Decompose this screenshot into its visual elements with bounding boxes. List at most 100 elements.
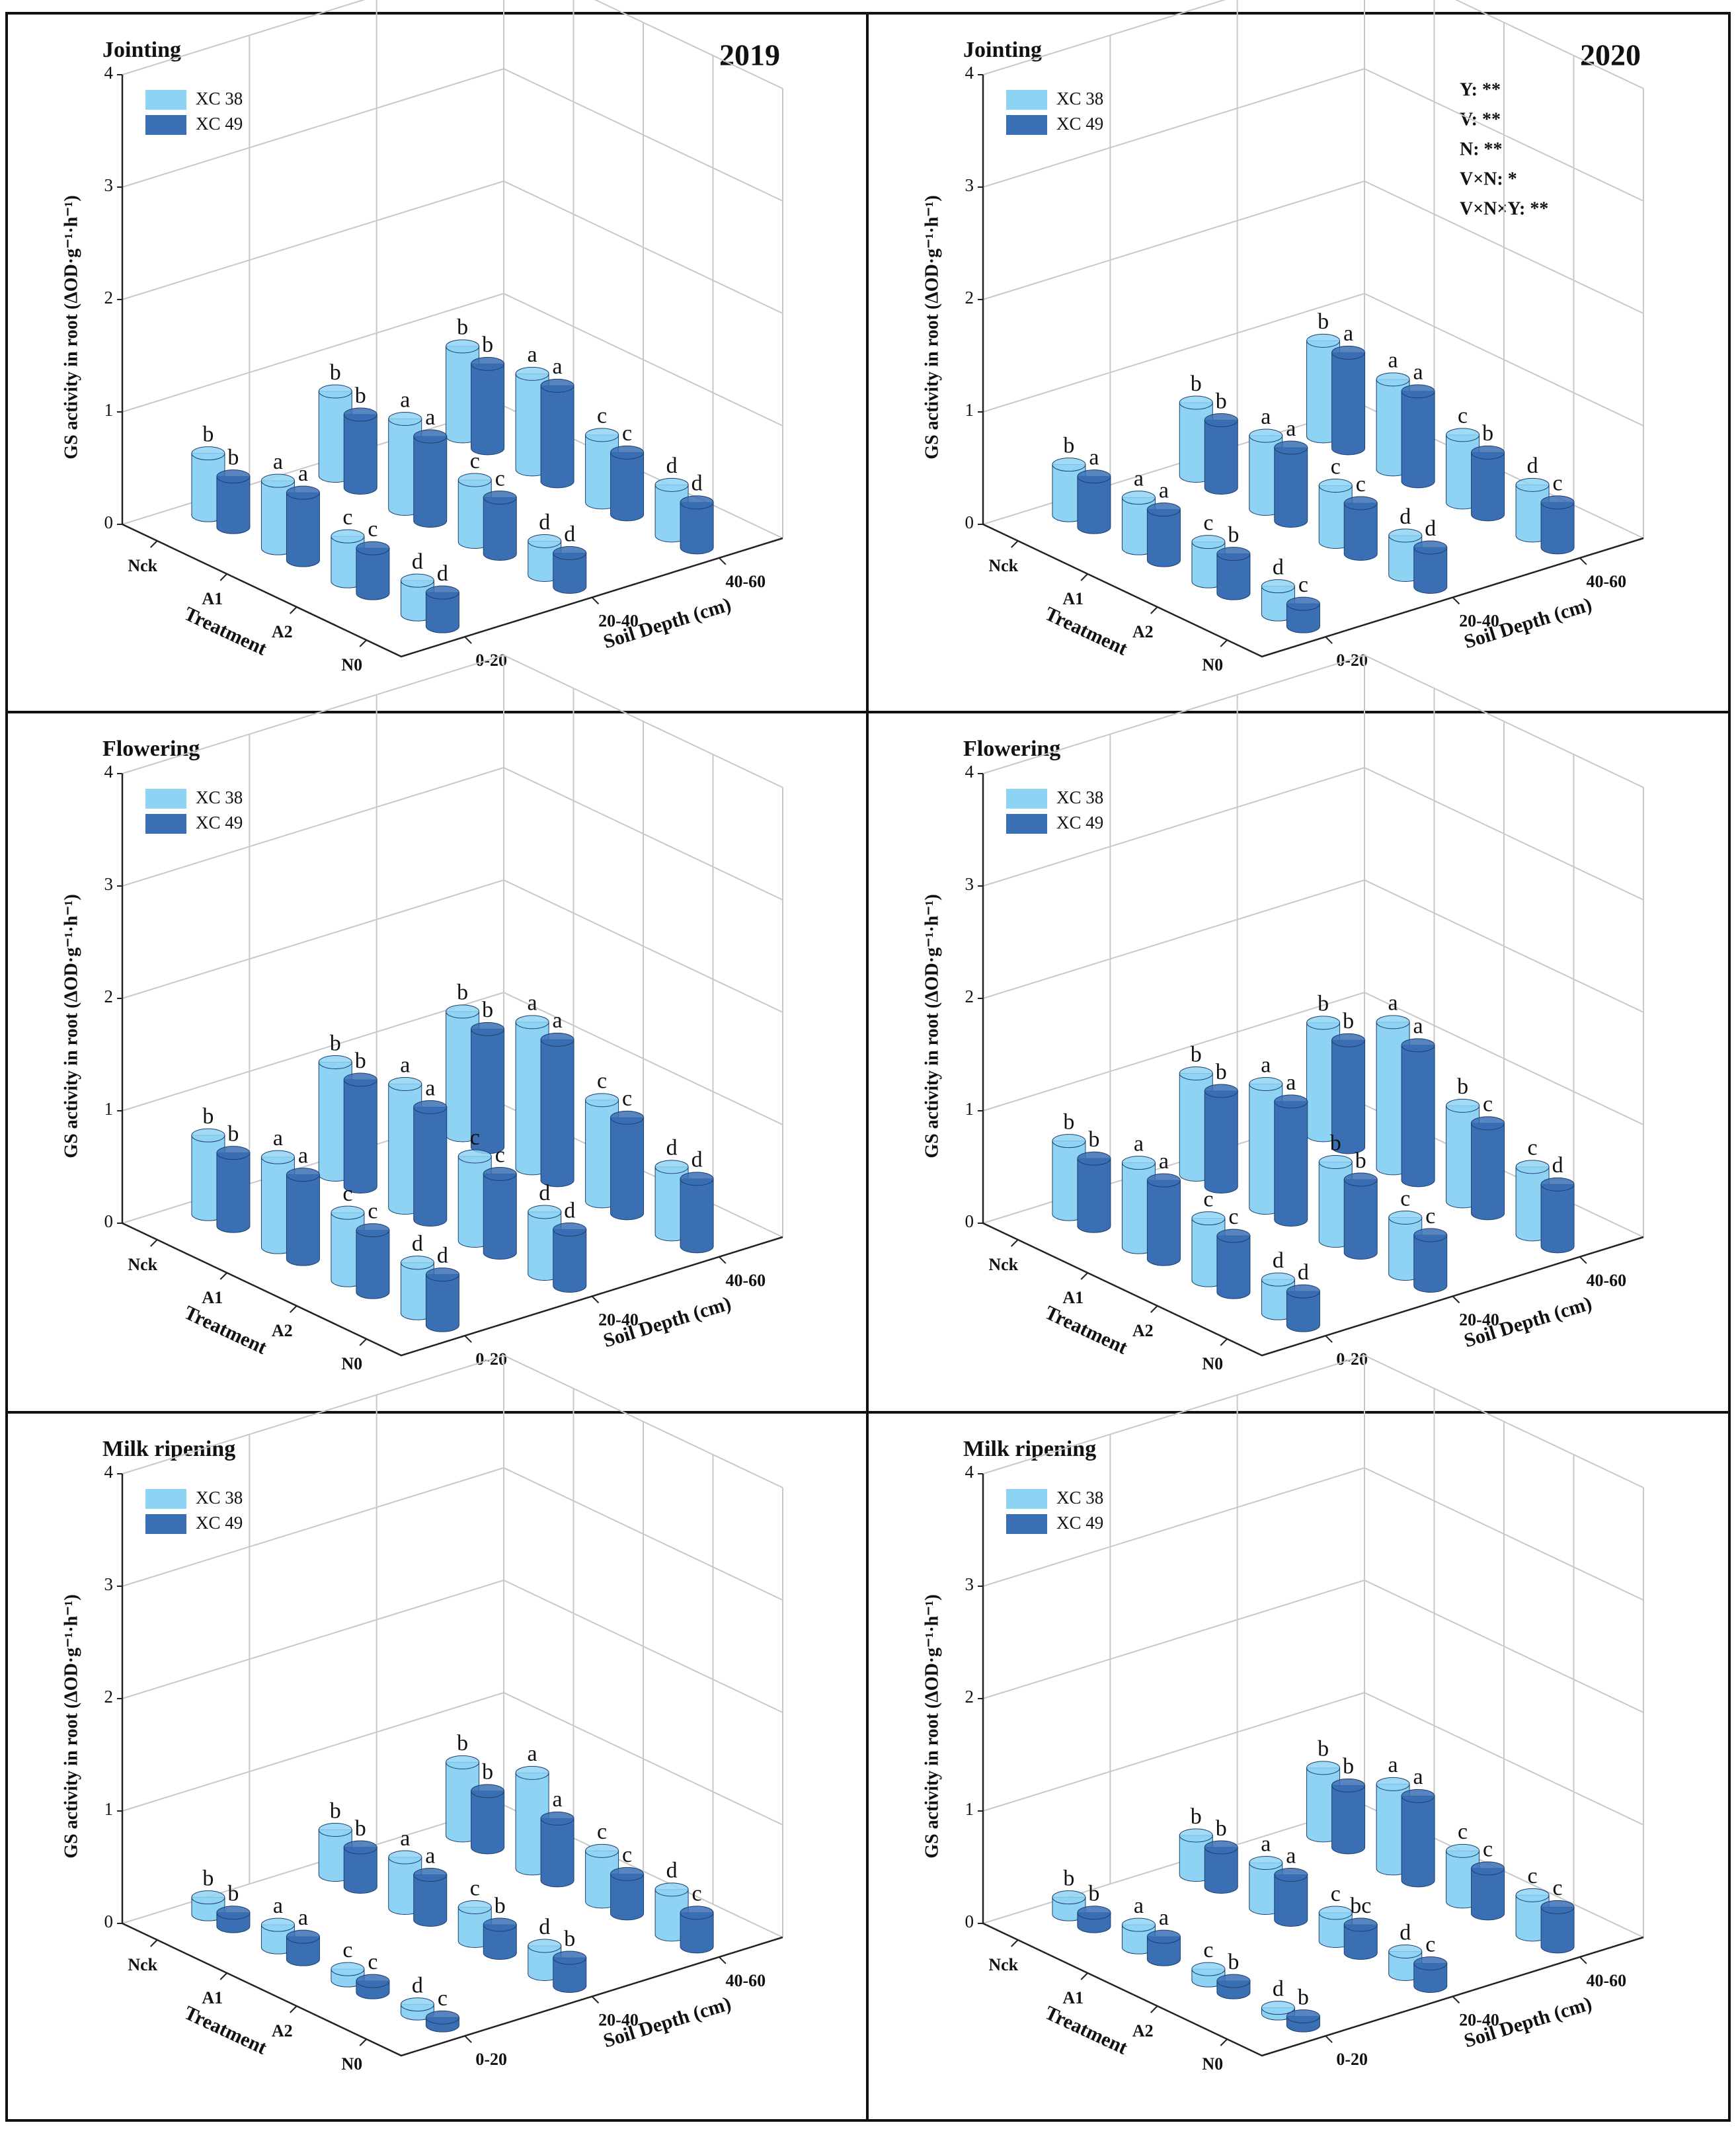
- bar-top: [343, 1072, 377, 1087]
- bar-top: [483, 491, 517, 504]
- grid-line: [122, 766, 783, 901]
- bar-letter: a: [400, 1053, 410, 1077]
- floor-axis: [122, 523, 783, 658]
- bar-letter: c: [1228, 1205, 1238, 1229]
- depth-tick-label: 20-40: [1459, 2010, 1499, 2029]
- bar: [1540, 502, 1575, 555]
- bar-top: [528, 534, 562, 548]
- depth-tick-label: 20-40: [598, 2010, 639, 2029]
- legend-label: XC 38: [1056, 787, 1103, 807]
- bar-letter: a: [1286, 1843, 1296, 1868]
- bar: [1471, 1123, 1505, 1221]
- y-tick-label: 4: [965, 1462, 974, 1482]
- bar-top: [425, 2010, 459, 2025]
- bar: [216, 476, 251, 534]
- bar-letter: b: [564, 1927, 575, 1951]
- bar: [1540, 1184, 1575, 1254]
- bar-top: [1306, 333, 1341, 348]
- bar-top: [286, 1929, 320, 1944]
- bar-letter: b: [1330, 1131, 1341, 1155]
- bar-letter: a: [400, 1826, 410, 1851]
- depth-tick-label: 40-60: [725, 1271, 766, 1290]
- bar-letter: a: [1159, 1906, 1169, 1930]
- bar-top: [1471, 1861, 1505, 1876]
- bar-top: [1446, 1098, 1480, 1113]
- bar: [1077, 1158, 1111, 1233]
- tick-mark: [591, 596, 600, 605]
- depth-tick-label: 20-40: [1459, 611, 1499, 630]
- legend-swatch: [145, 1489, 186, 1509]
- bar-top: [515, 366, 549, 381]
- bar-top: [1331, 1033, 1366, 1047]
- bar-top: [1077, 469, 1111, 484]
- bar-top: [1052, 458, 1086, 472]
- bar-top: [1318, 479, 1353, 493]
- bar-top: [1216, 547, 1251, 561]
- bar-top: [585, 428, 619, 442]
- bar-top: [216, 1146, 251, 1160]
- bar-top: [356, 1974, 390, 1988]
- legend-label: XC 49: [196, 114, 243, 134]
- tick-mark: [1452, 1295, 1460, 1304]
- bar-top: [1191, 1962, 1226, 1976]
- bar-top: [1204, 413, 1238, 427]
- bar-top: [318, 1055, 352, 1069]
- tick-mark: [219, 1272, 227, 1280]
- bar: [1216, 553, 1251, 600]
- bar-top: [216, 1906, 251, 1920]
- bar-letter: d: [1552, 1153, 1563, 1178]
- y-tick-label: 3: [965, 874, 974, 894]
- depth-tick-label: 40-60: [1586, 1271, 1626, 1290]
- bar-top: [1179, 395, 1213, 410]
- tick-mark: [150, 1239, 158, 1247]
- bar-letter: b: [482, 998, 493, 1022]
- x-tick-label: A1: [1062, 1988, 1084, 2007]
- bar-letter: a: [1286, 417, 1296, 441]
- bar-letter: b: [227, 445, 239, 469]
- bar-top: [260, 1917, 295, 1932]
- x-tick-label: A2: [1132, 1321, 1154, 1340]
- bar-top: [1274, 1094, 1308, 1109]
- x-tick-label: A1: [202, 589, 223, 608]
- tick-mark: [591, 1995, 600, 2004]
- legend-label: XC 49: [1056, 813, 1103, 832]
- bar-top: [1077, 1906, 1111, 1920]
- grid-line: [122, 1354, 783, 1488]
- bar-letter: b: [1063, 433, 1074, 458]
- x-axis-title: Treatment: [1041, 1301, 1130, 1358]
- bar-top: [1515, 1888, 1550, 1902]
- bar-top: [1249, 1077, 1283, 1091]
- bar-top: [1331, 345, 1366, 360]
- y-tick-label: 2: [965, 1687, 974, 1707]
- x-axis-title: Treatment: [1041, 2001, 1130, 2058]
- bar-letter: b: [457, 315, 468, 340]
- bar-top: [191, 446, 225, 461]
- bar-top: [191, 1128, 225, 1143]
- bar-letter: a: [528, 991, 537, 1016]
- tick-mark: [150, 1939, 158, 1947]
- bar: [343, 1847, 377, 1894]
- grid-line: [982, 991, 1644, 1125]
- depth-tick-label: 0-20: [1336, 2050, 1368, 2069]
- bar: [680, 1912, 714, 1954]
- bar-top: [1376, 372, 1410, 387]
- bar-letter: bc: [1350, 1894, 1371, 1918]
- bar-letter: a: [1134, 466, 1144, 491]
- x-tick-label: A2: [1132, 622, 1154, 641]
- x-tick-label: A2: [272, 1321, 293, 1340]
- bar: [1146, 1936, 1181, 1966]
- bar-top: [1446, 1843, 1480, 1858]
- bar-letter: d: [666, 454, 678, 478]
- x-tick-label: Nck: [988, 1955, 1018, 1974]
- bar-top: [1179, 1828, 1213, 1843]
- bar-top: [1286, 2009, 1320, 2024]
- bar-top: [654, 477, 689, 492]
- bar-letter: c: [470, 1876, 480, 1900]
- legend-label: XC 38: [196, 89, 243, 108]
- tick-mark: [719, 1256, 727, 1264]
- annotation: V: **: [1460, 109, 1501, 130]
- bar-letter: d: [1273, 1976, 1284, 2001]
- bar-top: [515, 1015, 549, 1029]
